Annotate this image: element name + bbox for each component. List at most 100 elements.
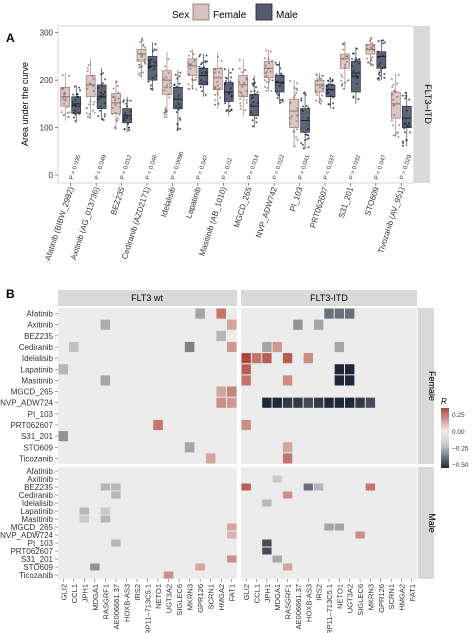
heatmap-panel-background <box>241 308 417 464</box>
facet-label-female: Female <box>427 371 437 401</box>
box-male-point <box>71 104 74 107</box>
box-female-point <box>61 74 64 77</box>
box-female-point <box>195 88 198 91</box>
box-male-point <box>103 91 106 94</box>
color-legend-bar <box>441 408 449 468</box>
legend: Sex Female Male <box>172 3 298 21</box>
box-male-point <box>407 125 410 128</box>
row-label-female: Masitinib <box>21 376 53 385</box>
heatmap-cell <box>226 397 237 408</box>
col-label-itd: GPR126 <box>377 584 386 613</box>
box-male-point <box>381 54 384 57</box>
row-label-male: Lapatinib <box>21 507 54 516</box>
box-female-point <box>86 70 89 73</box>
box-male-point <box>72 93 75 96</box>
box-male-point <box>206 60 209 63</box>
box-male-point <box>104 78 107 81</box>
box-male-point <box>304 139 307 142</box>
box-male-point <box>255 116 258 119</box>
box-female-point <box>343 41 346 44</box>
box-male-point <box>409 125 412 128</box>
box-female-point <box>344 63 347 66</box>
box-male-point <box>149 65 152 68</box>
box-female-point <box>239 102 242 105</box>
box-female-point <box>367 61 370 64</box>
box-female-point <box>315 73 318 76</box>
heatmap-cell <box>282 375 293 386</box>
box-male-point <box>226 109 229 112</box>
box-female-point <box>321 87 324 90</box>
box-male-point <box>229 87 232 90</box>
box-female-point <box>92 90 95 93</box>
box-male-point <box>123 116 126 119</box>
box-female-point <box>393 114 396 117</box>
heatmap-cell <box>272 475 282 483</box>
panel-a-facet-strip <box>414 26 430 183</box>
heatmap-cell <box>58 431 69 442</box>
box-male-point <box>78 86 81 89</box>
heatmap-cell <box>313 483 324 491</box>
box-male-point <box>147 80 150 83</box>
box-male-point <box>307 146 310 149</box>
box-male-point <box>102 93 105 96</box>
box-male-point <box>154 61 157 64</box>
box-female-point <box>217 55 220 58</box>
box-female-point <box>289 101 292 104</box>
box-female-point <box>86 115 89 118</box>
heatmap-cell <box>365 483 376 491</box>
box-female-point <box>289 117 292 120</box>
row-label-male: NVP_ADW724 <box>0 531 53 540</box>
box-female-point <box>216 93 219 96</box>
box-male-point <box>254 93 257 96</box>
box-female-point <box>344 66 347 69</box>
box-male-point <box>354 58 357 61</box>
box-male-point <box>122 117 125 120</box>
box-male-box <box>351 60 361 93</box>
box-male-point <box>280 73 283 76</box>
col-label-itd: JPH1 <box>263 584 272 602</box>
x-tick-label: Masitinib (AB_1010) <box>197 186 228 258</box>
box-female-point <box>289 79 292 82</box>
color-legend: R 0.25 0.00 −0.25 −0.50 <box>441 397 469 469</box>
box-male-point <box>129 110 132 113</box>
col-label-wt: MDGA1 <box>91 584 100 611</box>
box-female-point <box>93 101 96 104</box>
box-female-point <box>187 83 190 86</box>
box-male-point <box>328 103 331 106</box>
box-male-point <box>302 105 305 108</box>
col-label-itd: GLI2 <box>242 584 251 600</box>
legend-tick-label: 0.25 <box>452 412 465 419</box>
box-female-point <box>265 75 268 78</box>
box-male-point <box>407 122 410 125</box>
legend-label-female: Female <box>213 10 247 21</box>
heatmap-cell <box>241 419 251 431</box>
x-tick-label: Axitinib (AG_013736) <box>69 186 101 261</box>
box-female-point <box>115 81 118 84</box>
box-female-point <box>390 77 393 80</box>
box-female-point <box>144 62 147 65</box>
box-female-point <box>318 77 321 80</box>
col-label-wt: SCRN1 <box>207 584 216 609</box>
box-male-point <box>228 92 231 95</box>
box-male-point <box>352 95 355 98</box>
box-female-point <box>271 59 274 62</box>
heatmap-cell <box>262 397 272 408</box>
box-female-point <box>239 108 242 111</box>
heatmap-cell <box>282 563 293 571</box>
heatmap-cell <box>345 397 355 408</box>
box-female-point <box>139 74 142 77</box>
heatmap-cell <box>282 442 293 453</box>
box-male-point <box>102 72 105 75</box>
box-male-point <box>327 80 330 83</box>
box-female-point <box>192 60 195 63</box>
box-male-point <box>402 141 405 144</box>
box-female-point <box>194 58 197 61</box>
col-label-wt: SIGLEC6 <box>175 584 184 616</box>
row-label-female: Lapatinib <box>21 365 54 374</box>
box-female-point <box>396 131 399 134</box>
box-male-point <box>71 100 74 103</box>
col-label-itd: HMGA2 <box>397 584 406 611</box>
box-female-point <box>163 111 166 114</box>
legend-tick-label: 0.00 <box>452 429 465 436</box>
box-female-point <box>267 58 270 61</box>
